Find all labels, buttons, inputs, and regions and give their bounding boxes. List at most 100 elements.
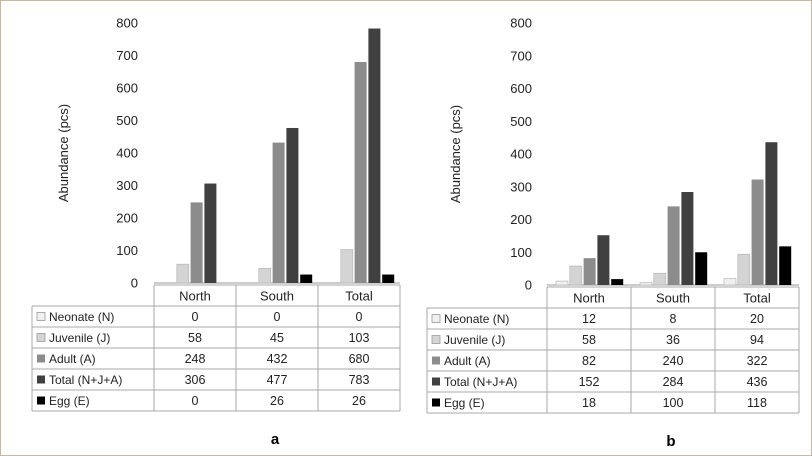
bar-juvenile-north bbox=[569, 265, 583, 286]
table-value: 0 bbox=[274, 310, 281, 324]
y-tick-label: 400 bbox=[510, 147, 532, 162]
y-axis-label: Abundance (pcs) bbox=[448, 105, 463, 203]
legend-swatch bbox=[37, 375, 45, 384]
bar-juvenile-total bbox=[737, 253, 751, 286]
bar-juvenile-south bbox=[258, 268, 272, 284]
table-value: 18 bbox=[582, 396, 596, 410]
table-value: 248 bbox=[185, 352, 206, 366]
legend-label: Total (N+J+A) bbox=[444, 375, 517, 389]
legend-label: Total (N+J+A) bbox=[49, 373, 122, 387]
y-tick-label: 100 bbox=[116, 243, 138, 258]
table-value: 152 bbox=[579, 375, 600, 389]
legend-swatch bbox=[37, 354, 45, 363]
bar-juvenile-total bbox=[340, 249, 354, 284]
legend-label: Juvenile (J) bbox=[444, 333, 505, 347]
bar-egg-south bbox=[300, 274, 313, 283]
table-value: 8 bbox=[670, 312, 677, 326]
y-tick-label: 0 bbox=[131, 276, 138, 291]
panel-label: b bbox=[666, 433, 675, 450]
legend-swatch bbox=[36, 312, 46, 321]
y-tick-label: 300 bbox=[510, 179, 532, 194]
table-value: 26 bbox=[352, 394, 366, 408]
bar-egg-south bbox=[695, 252, 708, 285]
table-value: 0 bbox=[192, 394, 199, 408]
table-value: 100 bbox=[663, 396, 684, 410]
table-value: 58 bbox=[188, 331, 202, 345]
table-value: 477 bbox=[267, 373, 288, 387]
table-value: 26 bbox=[270, 394, 284, 408]
bar-adult-north bbox=[190, 202, 203, 283]
y-tick-label: 500 bbox=[510, 114, 532, 129]
legend-swatch bbox=[432, 377, 440, 386]
bar-egg-total bbox=[779, 246, 792, 285]
table-value: 82 bbox=[582, 354, 596, 368]
x-category-label: North bbox=[179, 289, 211, 304]
bar-adult-total bbox=[751, 179, 764, 285]
bar-total-south bbox=[286, 127, 299, 283]
y-tick-label: 600 bbox=[116, 81, 138, 96]
table-value: 240 bbox=[663, 354, 684, 368]
x-category-label: North bbox=[573, 291, 605, 306]
legend-swatch bbox=[432, 356, 440, 365]
y-tick-label: 600 bbox=[510, 81, 532, 96]
bar-neonate-north bbox=[555, 280, 569, 286]
x-category-label: South bbox=[656, 291, 690, 306]
table-value: 783 bbox=[349, 373, 370, 387]
bar-juvenile-north bbox=[176, 263, 190, 284]
panel-label: a bbox=[271, 431, 280, 448]
bar-neonate-south bbox=[639, 282, 653, 286]
y-tick-label: 0 bbox=[525, 278, 532, 293]
bar-juvenile-south bbox=[653, 272, 667, 286]
table-value: 284 bbox=[663, 375, 684, 389]
chart-panel-b: 0 100 200 300 400 500 600 700 800 Abundance (pcs)… bbox=[426, 16, 800, 450]
x-category-label: Total bbox=[345, 289, 373, 304]
bar-adult-total bbox=[354, 62, 367, 283]
legend-label: Adult (A) bbox=[49, 352, 96, 366]
legend-label: Neonate (N) bbox=[444, 312, 509, 326]
table-value: 36 bbox=[666, 333, 680, 347]
table-value: 0 bbox=[192, 310, 199, 324]
table-value: 45 bbox=[270, 331, 284, 345]
table-value: 432 bbox=[267, 352, 288, 366]
y-tick-label: 700 bbox=[116, 48, 138, 63]
legend-label: Egg (E) bbox=[444, 396, 485, 410]
y-tick-label: 200 bbox=[510, 212, 532, 227]
y-tick-label: 800 bbox=[116, 16, 138, 31]
table-value: 12 bbox=[582, 312, 596, 326]
table-value: 118 bbox=[747, 396, 767, 410]
table-value: 306 bbox=[185, 373, 206, 387]
table-value: 680 bbox=[349, 352, 370, 366]
x-category-label: Total bbox=[743, 291, 771, 306]
legend-label: Juvenile (J) bbox=[49, 331, 110, 345]
table-value: 0 bbox=[356, 310, 363, 324]
legend-swatch bbox=[432, 398, 440, 407]
legend-swatch bbox=[431, 314, 441, 323]
bar-egg-total bbox=[382, 274, 395, 283]
table-value: 436 bbox=[747, 375, 768, 389]
bar-total-total bbox=[765, 142, 778, 285]
y-tick-label: 700 bbox=[510, 48, 532, 63]
y-axis-label: Abundance (pcs) bbox=[56, 104, 71, 202]
table-value: 322 bbox=[747, 354, 768, 368]
legend-label: Adult (A) bbox=[444, 354, 491, 368]
bar-neonate-total bbox=[723, 278, 737, 286]
bar-total-total bbox=[368, 28, 381, 284]
y-tick-label: 300 bbox=[116, 178, 138, 193]
table-value: 20 bbox=[750, 312, 764, 326]
bar-egg-north bbox=[611, 279, 624, 285]
y-tick-label: 100 bbox=[510, 245, 532, 260]
legend-swatch bbox=[37, 396, 45, 405]
legend-swatch bbox=[431, 335, 441, 344]
legend-swatch bbox=[36, 333, 46, 342]
table-value: 58 bbox=[582, 333, 596, 347]
bar-adult-south bbox=[272, 142, 285, 283]
y-tick-label: 800 bbox=[510, 16, 532, 31]
table-value: 103 bbox=[349, 331, 370, 345]
chart-panel-a: 0 100 200 300 400 500 600 700 800 Abundance (pcs)… bbox=[31, 16, 401, 448]
table-value: 94 bbox=[750, 333, 764, 347]
y-tick-label: 200 bbox=[116, 211, 138, 226]
legend-label: Neonate (N) bbox=[49, 310, 114, 324]
legend-label: Egg (E) bbox=[49, 394, 90, 408]
bar-total-south bbox=[681, 191, 694, 285]
